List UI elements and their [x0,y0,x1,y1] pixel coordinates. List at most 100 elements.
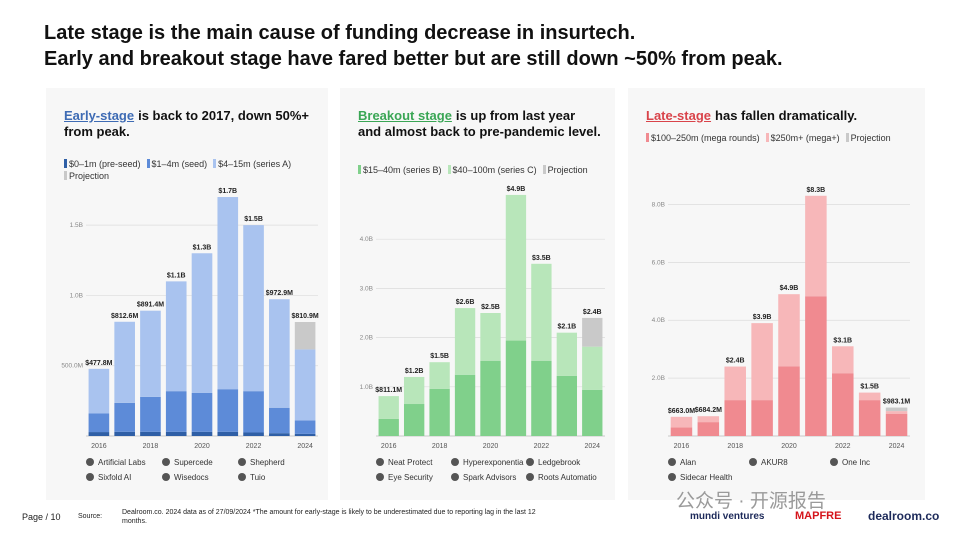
bar-segment [805,195,827,297]
legend-label: Projection [69,171,110,181]
bar-segment [243,391,264,433]
logo: MAPFRE [795,510,842,522]
company: Artificial Labs [86,458,162,467]
bar-segment [429,362,450,389]
x-tick-label: 2022 [534,443,550,450]
source: Dealroom.co. 2024 data as of 27/09/2024 … [122,509,536,525]
chart-title: Late-stage has fallen dramatically. [646,108,911,124]
company: Spark Advisors [451,473,526,482]
bar-segment [269,433,290,436]
total-label: $2.4B [583,309,602,316]
x-tick-label: 2018 [727,443,743,450]
company: Hyperexponentia [451,458,526,467]
total-label: $3.1B [833,337,852,344]
total-label: $4.9B [780,285,799,292]
bar-segment [88,368,110,414]
bar-segment [429,388,450,436]
total-label: $1.7B [218,188,237,195]
headline-line: Early and breakout stage have fared bett… [44,48,783,70]
bar-segment [165,431,187,436]
company: Shepherd [238,458,314,467]
bar-segment [140,310,161,397]
bar-segment [556,375,578,436]
bar-segment [165,281,187,392]
x-tick-label: 2018 [432,443,448,450]
title-highlight: Breakout stage [358,108,452,123]
bar-segment [269,407,290,434]
legend-swatch [542,165,546,174]
company: Alan [668,458,749,467]
headline: Late stage is the main cause of funding … [44,20,783,72]
page-number: Page / 10 [22,512,61,522]
bar-segment [531,263,552,361]
x-tick-label: 2020 [194,443,210,450]
legend-entry: $4–15m (series A) [213,158,291,170]
legend-entry: $100–250m (mega rounds) [646,132,760,144]
company: Sidecar Health [668,473,749,482]
total-label: $1.2B [405,368,424,375]
bar-segment [114,321,135,403]
bar-segment [751,323,773,401]
bar-segment [243,225,264,392]
chart-panel: Early-stage is back to 2017, down 50%+ fr… [46,88,328,500]
total-label: $1.5B [244,216,263,223]
y-tick-label: 1.5B [70,222,83,229]
source-label: Source: [78,513,103,520]
x-tick-label: 2016 [674,443,690,450]
legend-label: $250m+ (mega+) [770,133,840,143]
total-label: $972.9M [266,290,293,297]
y-tick-label: 4.0B [652,317,665,324]
y-tick-label: 8.0B [652,201,665,208]
x-tick-label: 2020 [483,443,499,450]
x-tick-label: 2022 [835,443,851,450]
legend: $15–40m (series B) $40–100m (series C) Pro… [358,164,601,176]
y-tick-label: 6.0B [652,259,665,266]
legend-entry: Projection [64,170,109,182]
total-label: $3.9B [753,314,772,321]
bar-segment [88,432,110,436]
total-label: $812.6M [111,313,138,320]
total-label: $1.5B [860,384,879,391]
total-label: $4.9B [507,186,526,193]
bar-segment [403,376,425,405]
bar-segment [697,416,720,423]
bar-segment [670,427,693,436]
bar-segment [294,433,316,436]
company: Roots Automatio [526,473,601,482]
chart-plot: 500.0M 1.0B 1.5B 2016 $477.8M $812.6M 2018 $891… [61,188,319,450]
bar-segment [858,392,881,401]
legend: $100–250m (mega rounds) $250m+ (mega+) Pro… [646,132,911,144]
legend-swatch [447,165,451,174]
y-tick-label: 500.0M [61,363,83,370]
bar-segment [885,414,908,436]
company: Ledgebrook [526,458,601,467]
total-label: $1.5B [430,353,449,360]
bar-segment [378,396,399,419]
x-tick-label: 2024 [584,443,600,450]
bar-segment [454,308,476,375]
legend-label: Projection [547,165,588,175]
company: AKUR8 [749,458,830,467]
bar-segment [403,404,425,436]
legend-label: $4–15m (series A) [218,159,292,169]
legend-swatch [64,171,67,180]
bar-segment [294,322,316,350]
legend-label: $0–1m (pre-seed) [69,159,141,169]
bar-segment [531,360,552,436]
y-tick-label: 2.0B [652,375,665,382]
legend-swatch [845,133,849,142]
total-label: $2.4B [726,358,745,365]
bar-segment [378,418,399,436]
total-label: $811.1M [375,387,402,394]
legend-swatch [146,159,150,168]
company-list: Alan AKUR8 One Inc Sidecar Health [668,458,911,482]
bar-segment [724,366,746,401]
bar-segment [670,416,693,428]
logo: mundi ventures [690,511,765,522]
legend-swatch [64,159,67,168]
chart-plot: 1.0B 2.0B 3.0B 4.0B 2016 $811.1M $1.2B 2018 $1.5… [360,186,605,450]
bar-segment [505,340,527,436]
chart-plot: 2.0B 4.0B 6.0B 8.0B 2016 $663.0M $684.2M 2018 $2… [652,187,911,450]
bar-segment [243,432,264,436]
